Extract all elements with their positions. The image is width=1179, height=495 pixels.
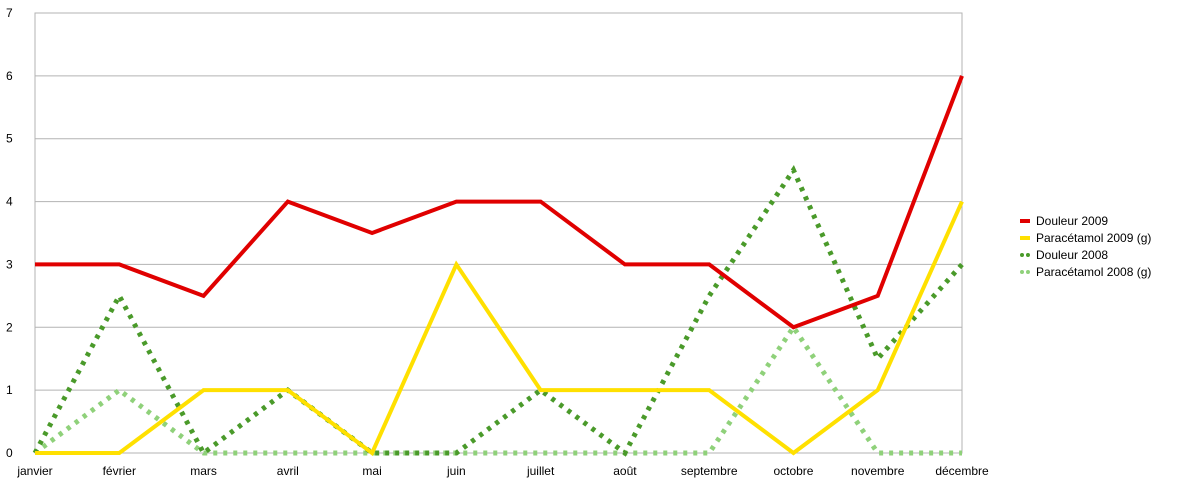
legend-swatch — [1020, 235, 1030, 240]
plot-area — [34, 12, 963, 454]
x-tick-label: septembre — [681, 464, 738, 478]
x-tick-label: décembre — [935, 464, 989, 478]
legend-item: Douleur 2008 — [1020, 246, 1151, 263]
y-tick-label: 0 — [6, 446, 13, 460]
y-tick-label: 6 — [6, 69, 13, 83]
chart-legend: Douleur 2009 Paracétamol 2009 (g) Douleur … — [1020, 212, 1151, 280]
y-tick-label: 3 — [6, 257, 13, 271]
legend-swatch — [1020, 218, 1030, 223]
series-line — [35, 200, 964, 457]
x-tick-label: avril — [277, 464, 299, 478]
x-tick-label: novembre — [851, 464, 905, 478]
series-line — [32, 164, 964, 457]
legend-swatch — [1020, 269, 1030, 274]
legend-item: Paracétamol 2009 (g) — [1020, 229, 1151, 246]
legend-item: Paracétamol 2008 (g) — [1020, 263, 1151, 280]
y-tick-label: 2 — [6, 320, 13, 334]
x-tick-label: février — [103, 464, 136, 478]
x-tick-label: juillet — [526, 464, 555, 478]
x-tick-label: août — [613, 464, 637, 478]
legend-swatch — [1020, 252, 1030, 257]
legend-label: Douleur 2008 — [1036, 247, 1109, 262]
series-line — [35, 75, 964, 330]
legend-label: Douleur 2009 — [1036, 213, 1109, 228]
y-tick-label: 4 — [6, 195, 13, 209]
y-tick-label: 7 — [6, 6, 13, 20]
x-tick-label: janvier — [16, 464, 52, 478]
x-tick-label: mai — [362, 464, 381, 478]
y-tick-label: 5 — [6, 132, 13, 146]
y-tick-label: 1 — [6, 383, 13, 397]
x-tick-label: octobre — [773, 464, 813, 478]
legend-label: Paracétamol 2009 (g) — [1036, 230, 1152, 245]
x-tick-label: juin — [446, 464, 466, 478]
x-tick-label: mars — [190, 464, 217, 478]
series-line — [33, 322, 962, 456]
legend-label: Paracétamol 2008 (g) — [1036, 264, 1152, 279]
legend-item: Douleur 2009 — [1020, 212, 1151, 229]
